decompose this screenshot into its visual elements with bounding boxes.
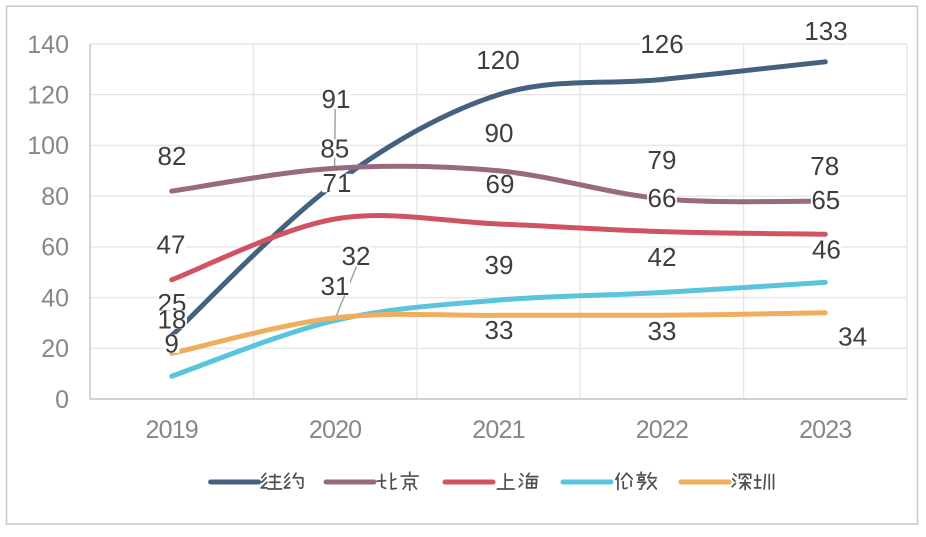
svg-text:20: 20 [41,335,69,363]
svg-text:66: 66 [648,183,677,213]
svg-text:100: 100 [27,132,69,160]
svg-text:120: 120 [476,45,519,75]
svg-text:33: 33 [485,315,514,345]
svg-text:126: 126 [640,29,683,59]
svg-text:71: 71 [323,168,352,198]
svg-text:140: 140 [27,31,69,59]
svg-text:85: 85 [320,134,349,164]
svg-text:9: 9 [164,329,178,359]
svg-text:120: 120 [27,82,69,110]
svg-text:79: 79 [648,145,677,175]
svg-text:2021: 2021 [472,416,524,444]
svg-text:60: 60 [41,234,69,262]
svg-text:40: 40 [41,284,69,312]
svg-text:2020: 2020 [309,416,361,444]
svg-text:47: 47 [157,230,186,260]
svg-text:33: 33 [648,316,677,346]
svg-text:32: 32 [342,241,371,271]
svg-text:69: 69 [486,169,515,199]
svg-text:82: 82 [158,141,187,171]
svg-text:90: 90 [485,118,514,148]
svg-text:18: 18 [158,305,187,335]
svg-text:0: 0 [55,386,69,414]
svg-text:2023: 2023 [799,416,851,444]
svg-text:80: 80 [41,183,69,211]
svg-text:91: 91 [322,84,351,114]
svg-text:42: 42 [648,242,677,272]
svg-text:39: 39 [485,250,514,280]
svg-text:65: 65 [811,185,840,215]
svg-text:46: 46 [812,235,841,265]
svg-text:78: 78 [810,151,839,181]
svg-text:133: 133 [804,16,847,46]
svg-text:34: 34 [838,322,867,352]
svg-text:31: 31 [321,271,350,301]
svg-text:2019: 2019 [145,416,197,444]
svg-text:2022: 2022 [636,416,688,444]
